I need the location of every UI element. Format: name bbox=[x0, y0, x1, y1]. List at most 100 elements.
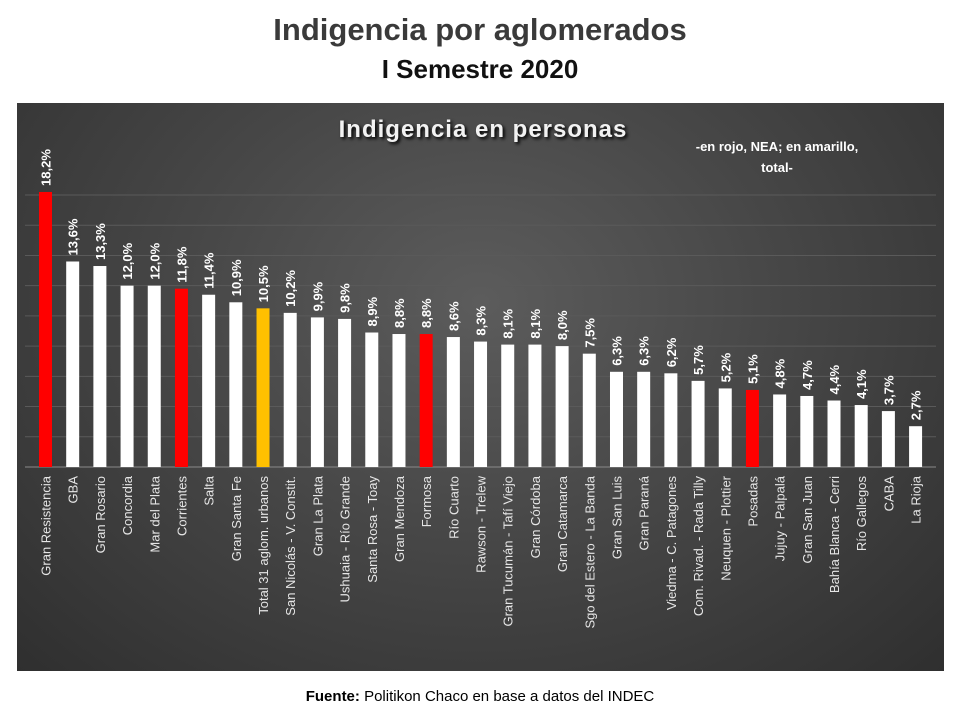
data-label-6: 11,4% bbox=[202, 252, 217, 289]
data-label-0: 18,2% bbox=[39, 149, 54, 186]
bar-22 bbox=[637, 371, 651, 467]
chart-title-text: Indigencia en personas bbox=[338, 116, 628, 143]
category-label-3: Concordia bbox=[120, 475, 135, 535]
bar-27 bbox=[773, 394, 787, 467]
bar-28 bbox=[800, 395, 814, 467]
data-label-9: 10,2% bbox=[283, 270, 298, 307]
bar-24 bbox=[691, 380, 705, 467]
category-label-21: Gran San Luis bbox=[609, 476, 624, 560]
category-label-12: Santa Rosa - Toay bbox=[365, 476, 380, 583]
category-label-6: Salta bbox=[202, 475, 217, 505]
page-title: Indigencia por aglomerados bbox=[273, 12, 687, 47]
category-label-19: Gran Catamarca bbox=[555, 475, 570, 572]
bar-9 bbox=[283, 312, 297, 467]
bar-5 bbox=[174, 288, 188, 467]
data-label-10: 9,9% bbox=[310, 281, 325, 311]
bar-3 bbox=[120, 285, 134, 467]
category-label-29: Bahía Blanca - Cerri bbox=[827, 476, 842, 593]
data-label-1: 13,6% bbox=[66, 218, 81, 255]
category-label-4: Mar del Plata bbox=[147, 475, 162, 552]
bar-31 bbox=[881, 411, 895, 467]
category-label-30: Río Gallegos bbox=[854, 476, 869, 552]
category-label-14: Formosa bbox=[419, 475, 434, 527]
data-label-20: 7,5% bbox=[582, 318, 597, 348]
category-label-8: Total 31 aglom. urbanos bbox=[256, 476, 271, 615]
category-label-15: Río Cuarto bbox=[446, 476, 461, 539]
data-label-8: 10,5% bbox=[256, 265, 271, 302]
data-label-18: 8,1% bbox=[528, 309, 543, 339]
category-label-23: Viedma - C. Patagones bbox=[664, 476, 679, 611]
data-label-32: 2,7% bbox=[909, 390, 924, 420]
category-label-2: Gran Rosario bbox=[93, 476, 108, 553]
category-label-16: Rawson - Trelew bbox=[474, 475, 489, 572]
data-label-17: 8,1% bbox=[501, 309, 516, 339]
bar-14 bbox=[419, 334, 433, 467]
bar-10 bbox=[310, 317, 324, 467]
data-label-28: 4,7% bbox=[800, 360, 815, 390]
data-label-11: 9,8% bbox=[338, 283, 353, 313]
data-label-14: 8,8% bbox=[419, 298, 434, 328]
chart-panel: 18,2% Gran Resistencia 13,6% GBA 13,3% Gran R… bbox=[17, 103, 944, 671]
category-label-32: La Rioja bbox=[909, 475, 924, 523]
color-legend-note: -en rojo, NEA; en amarillo, total- bbox=[695, 139, 859, 175]
data-label-16: 8,3% bbox=[474, 306, 489, 336]
category-label-27: Jujuy - Palpalá bbox=[773, 475, 788, 561]
category-label-7: Gran Santa Fe bbox=[229, 476, 244, 561]
data-label-4: 12,0% bbox=[147, 242, 162, 279]
source-label: Fuente: bbox=[305, 688, 360, 705]
data-label-2: 13,3% bbox=[93, 223, 108, 260]
bar-13 bbox=[392, 334, 406, 467]
bar-29 bbox=[827, 400, 841, 467]
category-label-0: Gran Resistencia bbox=[39, 475, 54, 575]
data-label-21: 6,3% bbox=[609, 336, 624, 366]
data-label-23: 6,2% bbox=[664, 337, 679, 367]
data-label-5: 11,8% bbox=[174, 246, 189, 283]
category-label-25: Neuquen - Plottier bbox=[718, 475, 733, 580]
data-label-31: 3,7% bbox=[881, 375, 896, 405]
category-label-10: Gran La Plata bbox=[310, 475, 325, 556]
category-label-20: Sgo del Estero - La Banda bbox=[582, 475, 597, 628]
category-label-22: Gran Paraná bbox=[637, 475, 652, 550]
bar-18 bbox=[528, 344, 542, 467]
bar-15 bbox=[446, 337, 460, 467]
data-label-3: 12,0% bbox=[120, 242, 135, 279]
bar-17 bbox=[501, 344, 515, 467]
bar-chart: 18,2% Gran Resistencia 13,6% GBA 13,3% Gran R… bbox=[25, 149, 936, 629]
data-label-24: 5,7% bbox=[691, 345, 706, 375]
source-text: Politikon Chaco en base a datos del INDE… bbox=[364, 688, 655, 705]
bar-25 bbox=[718, 388, 732, 467]
bar-30 bbox=[854, 405, 868, 467]
data-label-13: 8,8% bbox=[392, 298, 407, 328]
bar-12 bbox=[365, 332, 379, 467]
bar-0 bbox=[39, 191, 52, 467]
bar-32 bbox=[909, 426, 923, 467]
category-label-13: Gran Mendoza bbox=[392, 475, 407, 562]
data-label-12: 8,9% bbox=[365, 296, 380, 326]
category-label-24: Com. Rivad. - Rada Tilly bbox=[691, 476, 706, 617]
data-label-7: 10,9% bbox=[229, 259, 244, 296]
category-label-26: Posadas bbox=[745, 476, 760, 527]
bar-20 bbox=[582, 353, 596, 467]
category-label-28: Gran San Juan bbox=[800, 476, 815, 563]
data-label-27: 4,8% bbox=[773, 358, 788, 388]
bar-4 bbox=[147, 285, 161, 467]
bar-16 bbox=[474, 341, 488, 467]
category-label-17: Gran Tucumán - Tafí Viejo bbox=[501, 476, 516, 627]
bar-7 bbox=[229, 302, 243, 467]
source-note: Fuente: Politikon Chaco en base a datos … bbox=[0, 688, 960, 705]
data-label-29: 4,4% bbox=[827, 364, 842, 394]
category-label-31: CABA bbox=[881, 476, 896, 512]
bar-19 bbox=[555, 346, 569, 467]
bar-1 bbox=[66, 261, 80, 467]
category-label-18: Gran Córdoba bbox=[528, 475, 543, 558]
category-label-5: Corrientes bbox=[174, 476, 189, 536]
category-label-11: Ushuaia - Río Grande bbox=[338, 476, 353, 602]
bar-8 bbox=[256, 308, 270, 467]
bar-21 bbox=[609, 371, 623, 467]
bar-23 bbox=[664, 373, 678, 467]
data-label-26: 5,1% bbox=[745, 354, 760, 384]
data-label-15: 8,6% bbox=[446, 301, 461, 331]
category-label-9: San Nicolás - V. Constit. bbox=[283, 476, 298, 616]
page-subtitle: I Semestre 2020 bbox=[381, 54, 579, 84]
bar-11 bbox=[338, 318, 352, 467]
